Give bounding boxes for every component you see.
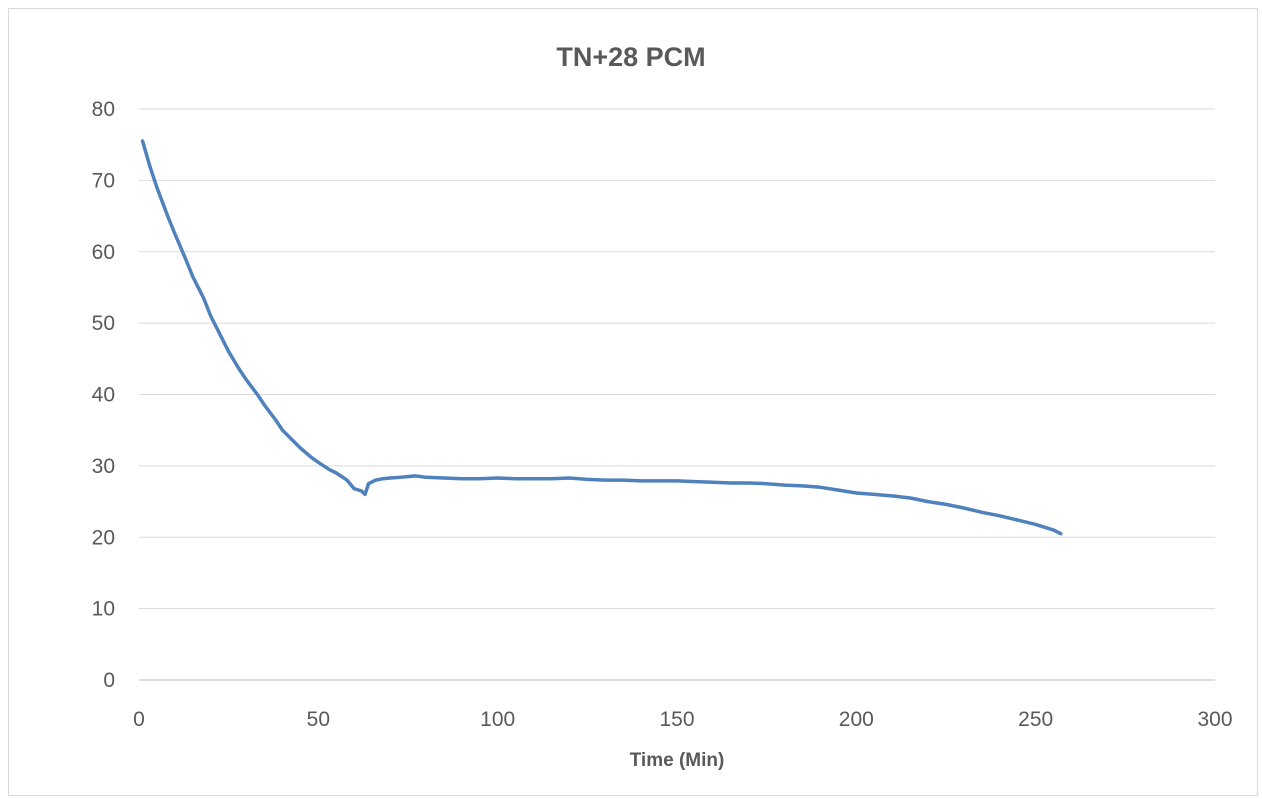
x-tick-label-50: 50: [307, 708, 330, 731]
y-tick-label-40: 40: [92, 384, 115, 407]
x-tick-label-300: 300: [1197, 708, 1232, 731]
y-tick-labels: 0 10 20 30 40 50 60 70 80: [92, 98, 115, 692]
series-line-0: [140, 139, 1063, 536]
y-tick-label-70: 70: [92, 169, 115, 192]
y-tick-label-10: 10: [92, 598, 115, 621]
y-tick-label-80: 80: [92, 98, 115, 121]
x-tick-label-250: 250: [1018, 708, 1053, 731]
x-tick-label-100: 100: [480, 708, 515, 731]
y-tick-label-60: 60: [92, 241, 115, 264]
x-tick-label-150: 150: [659, 708, 694, 731]
y-tick-label-0: 0: [103, 669, 115, 692]
x-axis-label: Time (Min): [630, 750, 725, 771]
chart-title: TN+28 PCM: [556, 42, 705, 72]
y-tick-label-50: 50: [92, 312, 115, 335]
gridlines: [139, 108, 1215, 681]
y-tick-label-30: 30: [92, 455, 115, 478]
series-layer: [140, 139, 1063, 536]
x-tick-label-200: 200: [839, 708, 874, 731]
x-tick-labels: 0 50 100 150 200 250 300: [133, 708, 1232, 731]
x-tick-label-0: 0: [133, 708, 145, 731]
chart-frame: [8, 8, 1258, 796]
y-tick-label-20: 20: [92, 526, 115, 549]
